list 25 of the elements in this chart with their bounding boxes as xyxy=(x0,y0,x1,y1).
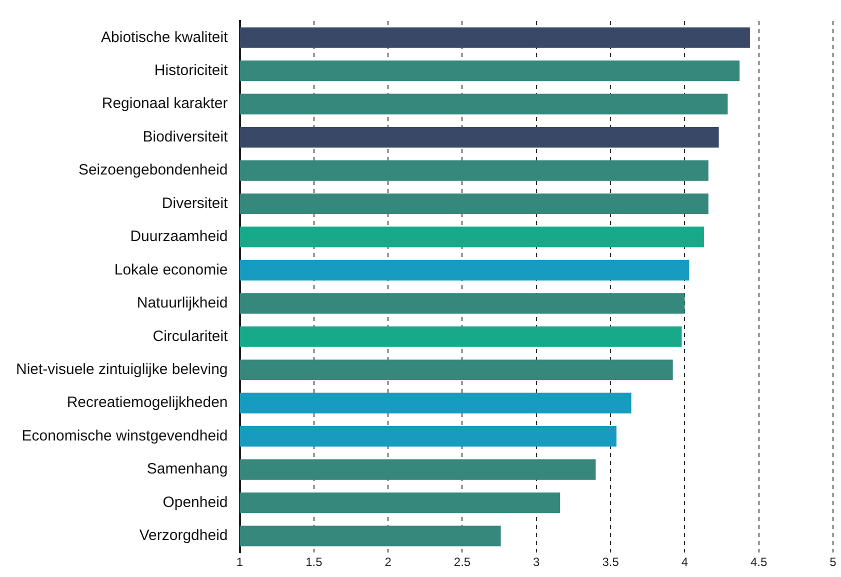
x-tick-label: 5 xyxy=(830,555,837,570)
x-tick-label: 3 xyxy=(533,555,540,570)
y-tick-label: Duurzaamheid xyxy=(130,228,228,246)
y-tick-label: Seizoengebondenheid xyxy=(78,162,228,179)
x-tick-label: 2 xyxy=(384,555,392,570)
y-tick-label: Economische winstgevendheid xyxy=(22,427,228,444)
y-tick-label: Recreatiemogelijkheden xyxy=(66,394,228,412)
x-tick-label: 1.5 xyxy=(306,555,323,570)
x-tick-label: 1 xyxy=(236,555,244,570)
y-tick-label: Circulariteit xyxy=(152,328,229,345)
y-tick-label: Natuurlijkheid xyxy=(136,294,228,312)
y-tick-label: Abiotische kwaliteit xyxy=(101,28,229,46)
y-tick-label: Biodiversiteit xyxy=(142,128,229,146)
y-tick-label: Samenhang xyxy=(146,460,228,478)
y-tick-label: Openheid xyxy=(162,494,228,511)
x-tick-label: 3.5 xyxy=(602,555,620,570)
y-tick-label: Diversiteit xyxy=(162,194,229,212)
x-tick-label: 2.5 xyxy=(454,555,471,570)
x-tick-label: 4 xyxy=(681,555,688,570)
y-tick-label: Regionaal karakter xyxy=(102,95,228,112)
y-tick-label: Niet-visuele zintuiglijke beleving xyxy=(16,361,228,378)
y-tick-label: Historiciteit xyxy=(154,62,229,79)
x-tick-label: 4.5 xyxy=(750,555,768,570)
y-tick-label: Verzorgdheid xyxy=(139,527,228,544)
y-tick-label: Lokale economie xyxy=(114,261,228,278)
